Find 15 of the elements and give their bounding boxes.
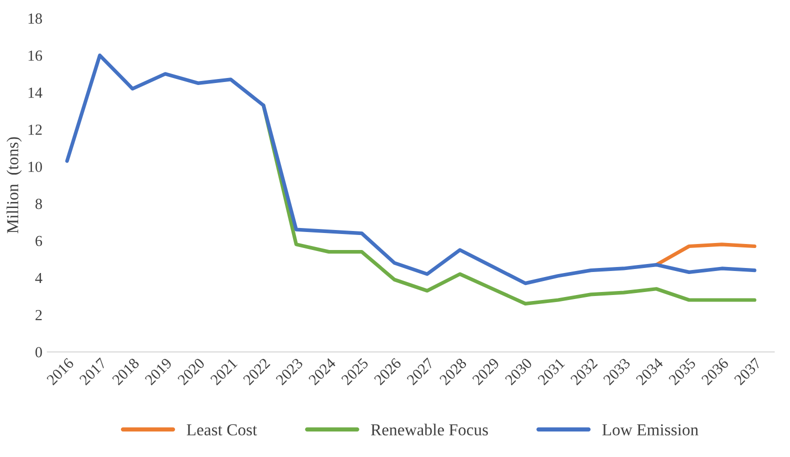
y-axis-title: Million (tons) [6, 137, 22, 234]
legend-label: Least Cost [186, 424, 258, 436]
y-tick-label: 4 [35, 273, 42, 284]
y-tick-label: 0 [35, 347, 42, 358]
legend-label: Renewable Focus [370, 424, 488, 436]
y-tick-label: 8 [35, 198, 42, 210]
y-tick-label: 2 [36, 310, 42, 320]
legend-label: Low Emission [602, 424, 698, 436]
y-tick-label: 14 [28, 88, 42, 98]
y-tick-label: 12 [28, 124, 42, 135]
y-tick-label: 10 [28, 162, 42, 172]
y-tick-label: 6 [36, 236, 42, 246]
line-series [65, 54, 756, 286]
y-tick-label: 16 [28, 50, 42, 61]
y-tick-label: 18 [28, 13, 42, 24]
